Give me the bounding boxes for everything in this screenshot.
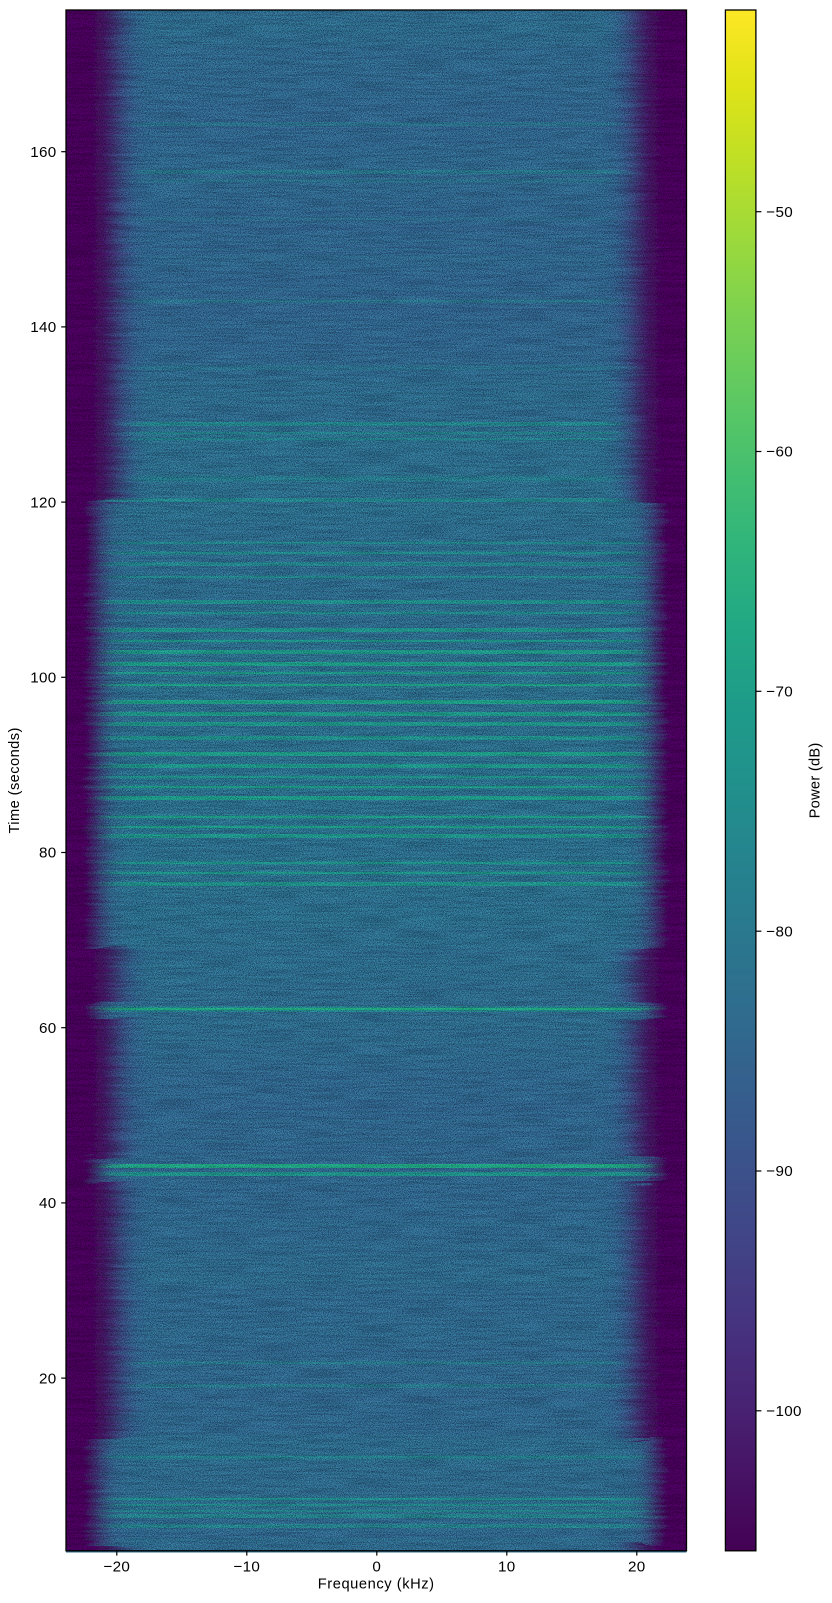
svg-text:160: 160 — [30, 144, 56, 161]
svg-text:−20: −20 — [103, 1558, 130, 1575]
svg-text:−90: −90 — [766, 1163, 793, 1180]
svg-text:80: 80 — [39, 845, 57, 862]
svg-text:−60: −60 — [766, 444, 793, 461]
svg-text:Power (dB): Power (dB) — [808, 742, 824, 818]
svg-text:−80: −80 — [766, 923, 793, 940]
svg-text:Time (seconds): Time (seconds) — [7, 727, 23, 833]
svg-text:10: 10 — [498, 1558, 516, 1575]
svg-text:100: 100 — [30, 670, 56, 687]
svg-text:20: 20 — [628, 1558, 646, 1575]
svg-text:60: 60 — [39, 1020, 57, 1037]
svg-text:140: 140 — [30, 319, 56, 336]
svg-text:−50: −50 — [766, 204, 793, 221]
svg-text:120: 120 — [30, 494, 56, 511]
svg-text:−70: −70 — [766, 684, 793, 701]
svg-text:−100: −100 — [766, 1403, 801, 1420]
svg-text:−10: −10 — [233, 1558, 260, 1575]
svg-text:0: 0 — [372, 1558, 381, 1575]
svg-text:20: 20 — [39, 1370, 57, 1387]
svg-text:40: 40 — [39, 1195, 57, 1212]
svg-text:Frequency (kHz): Frequency (kHz) — [318, 1577, 435, 1593]
